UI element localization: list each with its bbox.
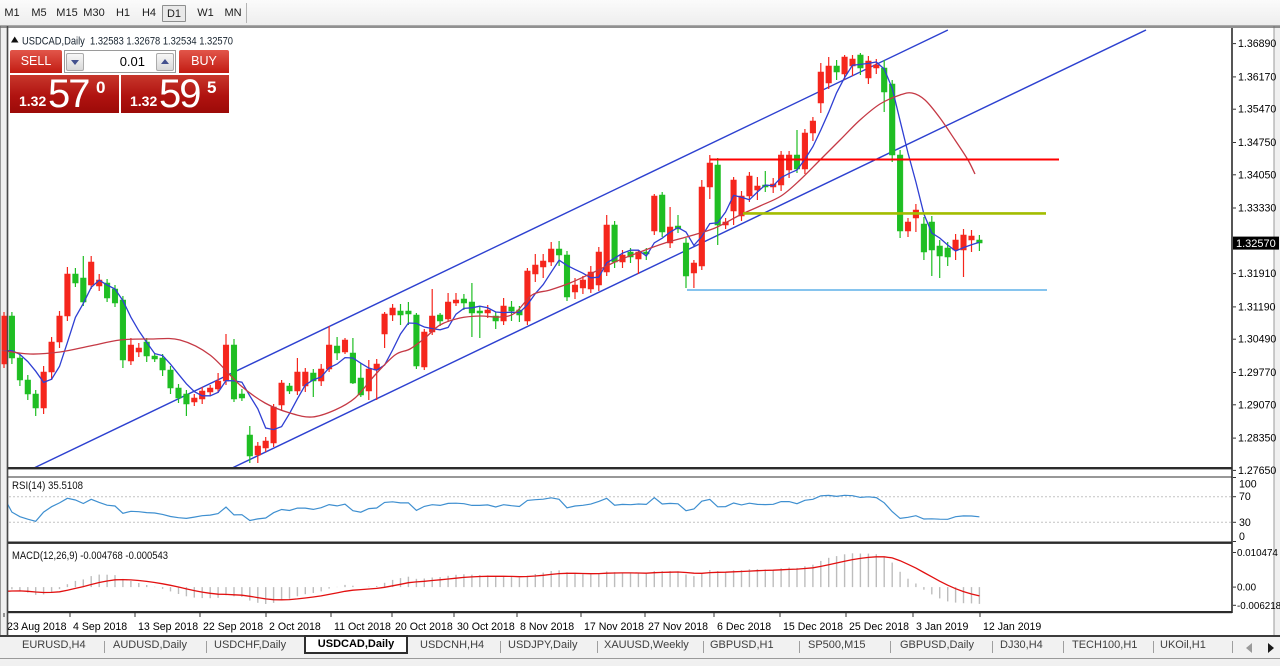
- svg-text:4 Sep 2018: 4 Sep 2018: [73, 621, 127, 633]
- svg-text:3 Jan 2019: 3 Jan 2019: [916, 621, 969, 633]
- svg-text:1.32570: 1.32570: [1236, 238, 1276, 250]
- svg-text:13 Sep 2018: 13 Sep 2018: [138, 621, 198, 633]
- svg-text:11 Oct 2018: 11 Oct 2018: [334, 621, 391, 633]
- svg-text:70: 70: [1239, 491, 1251, 503]
- svg-text:2 Oct 2018: 2 Oct 2018: [269, 621, 321, 633]
- svg-text:6 Dec 2018: 6 Dec 2018: [717, 621, 771, 633]
- svg-text:8 Nov 2018: 8 Nov 2018: [520, 621, 574, 633]
- svg-text:1.31910: 1.31910: [1238, 268, 1276, 280]
- svg-text:1.36170: 1.36170: [1238, 71, 1276, 83]
- svg-text:100: 100: [1239, 479, 1257, 491]
- svg-text:27 Nov 2018: 27 Nov 2018: [648, 621, 708, 633]
- svg-text:0.00: 0.00: [1237, 583, 1257, 594]
- svg-text:22 Sep 2018: 22 Sep 2018: [203, 621, 263, 633]
- svg-text:25 Dec 2018: 25 Dec 2018: [849, 621, 909, 633]
- svg-text:15 Dec 2018: 15 Dec 2018: [783, 621, 843, 633]
- svg-text:1.35470: 1.35470: [1238, 104, 1276, 116]
- svg-text:USDCAD,Daily 1.32583 1.32678: USDCAD,Daily 1.32583 1.32678 1.32534 1.3…: [22, 36, 233, 48]
- svg-text:0: 0: [1239, 531, 1245, 543]
- svg-text:1.29770: 1.29770: [1238, 367, 1276, 379]
- svg-text:RSI(14) 35.5108: RSI(14) 35.5108: [12, 480, 83, 492]
- svg-text:1.34050: 1.34050: [1238, 169, 1276, 181]
- svg-text:-0.006218: -0.006218: [1237, 601, 1280, 612]
- svg-text:1.36890: 1.36890: [1238, 38, 1276, 50]
- svg-text:23 Aug 2018: 23 Aug 2018: [7, 621, 67, 633]
- svg-text:0.010474: 0.010474: [1237, 548, 1278, 559]
- svg-text:1.27650: 1.27650: [1238, 465, 1276, 477]
- svg-text:30 Oct 2018: 30 Oct 2018: [457, 621, 515, 633]
- svg-text:1.28350: 1.28350: [1238, 433, 1276, 445]
- svg-text:20 Oct 2018: 20 Oct 2018: [395, 621, 453, 633]
- svg-text:1.29070: 1.29070: [1238, 399, 1276, 411]
- svg-text:12 Jan 2019: 12 Jan 2019: [983, 621, 1041, 633]
- svg-text:17 Nov 2018: 17 Nov 2018: [584, 621, 644, 633]
- svg-text:1.31190: 1.31190: [1238, 301, 1276, 313]
- svg-text:MACD(12,26,9) -0.004768 -0.000: MACD(12,26,9) -0.004768 -0.000543: [12, 550, 168, 562]
- svg-text:1.33330: 1.33330: [1238, 203, 1276, 215]
- svg-text:30: 30: [1239, 517, 1251, 529]
- svg-text:1.30490: 1.30490: [1238, 334, 1276, 346]
- svg-text:1.34750: 1.34750: [1238, 137, 1276, 149]
